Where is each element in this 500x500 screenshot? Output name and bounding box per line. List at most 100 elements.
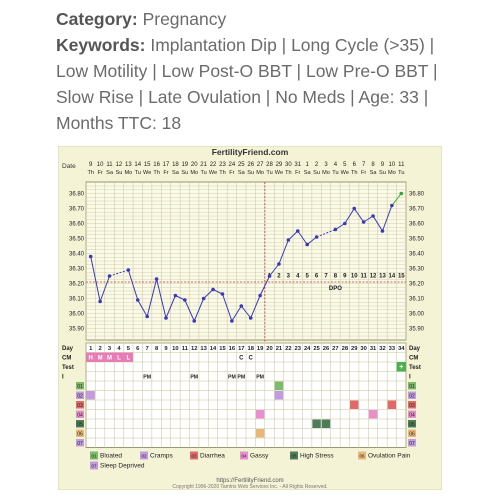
date-number: 20 — [191, 162, 198, 168]
day-number: 30 — [360, 346, 366, 352]
day-number: 12 — [191, 346, 197, 352]
legend-swatch — [290, 451, 298, 460]
temperature-point — [352, 206, 357, 211]
symptom-row-swatch — [76, 439, 84, 447]
date-number: 3 — [324, 162, 328, 168]
temperature-point — [267, 274, 272, 278]
date-number: 18 — [172, 162, 179, 168]
temperature-line-segment — [344, 208, 355, 224]
legend-code: 07 — [91, 464, 97, 469]
temperature-point — [248, 316, 253, 320]
intercourse-mark: PM — [143, 375, 151, 381]
weekday-label: Sa — [370, 170, 378, 176]
symptom-row-swatch-right — [408, 391, 416, 399]
day-number: 20 — [266, 346, 272, 352]
date-number: 9 — [381, 162, 385, 168]
footer-url: https://FertilityFriend.com — [216, 478, 283, 484]
dpo-label: 14 — [389, 273, 396, 279]
date-number: 22 — [210, 162, 217, 168]
date-number: 1 — [306, 162, 310, 168]
symptom-cell — [368, 410, 378, 419]
test-row-label-right: Test — [409, 365, 421, 371]
temperature-point — [333, 227, 338, 232]
date-number: 7 — [362, 162, 366, 168]
symptom-cell — [387, 400, 397, 409]
legend-code: 05 — [291, 454, 297, 459]
symptom-row-code-right: 03 — [409, 403, 415, 409]
temperature-point — [154, 277, 159, 281]
weekday-label: Th — [153, 170, 160, 176]
date-number: 12 — [116, 162, 123, 168]
weekday-label: We — [209, 170, 217, 176]
legend-label: Bloated — [100, 453, 122, 460]
chart-header: Category: Pregnancy Keywords: Implantati… — [56, 6, 456, 136]
y-tick-label-left: 36.40 — [69, 252, 85, 258]
test-mark: + — [399, 364, 403, 371]
cm-row-label-right: CM — [409, 356, 418, 362]
y-tick-label-left: 36.50 — [69, 237, 85, 243]
dpo-label: 8 — [334, 273, 338, 279]
weekday-label: Tu — [266, 170, 272, 176]
keywords-value: Implantation Dip | Long Cycle (>35) | Lo… — [56, 35, 438, 133]
temperature-point — [343, 221, 347, 226]
legend-label: Ovulation Pain — [368, 453, 411, 460]
legend-swatch — [140, 451, 148, 460]
temperature-line-segment — [231, 305, 242, 322]
temperature-point — [258, 293, 262, 298]
symptom-row-code: 07 — [77, 441, 83, 447]
y-tick-label-right: 36.70 — [409, 207, 425, 213]
symptom-cell — [312, 419, 321, 428]
y-tick-label-right: 36.50 — [409, 237, 425, 243]
y-tick-label-left: 36.00 — [69, 312, 85, 318]
weekday-label: Mo — [124, 170, 132, 176]
weekday-label: We — [341, 170, 349, 176]
weekday-label: We — [143, 170, 151, 176]
y-tick-label-right: 35.90 — [409, 327, 425, 333]
cm-value: H — [89, 356, 93, 362]
weekday-label: Tu — [398, 170, 404, 176]
temperature-line-segment — [184, 299, 195, 322]
symptom-row-code: 02 — [77, 394, 83, 400]
dpo-label: 10 — [351, 273, 358, 279]
day-number: 29 — [351, 346, 358, 352]
temperature-point — [135, 298, 140, 302]
temperature-point — [230, 319, 234, 323]
intercourse-mark: PM — [256, 375, 264, 381]
temperature-line-segment — [382, 205, 393, 232]
symptom-row-swatch — [76, 401, 84, 409]
day-number: 14 — [210, 346, 217, 352]
temperature-point — [399, 191, 404, 196]
legend-swatch — [90, 451, 98, 460]
keywords-label: Keywords: — [56, 35, 146, 55]
symptom-row-code-right: 05 — [409, 422, 415, 428]
symptom-row-swatch — [76, 391, 84, 399]
category-label: Category: — [56, 9, 138, 29]
temperature-point — [390, 203, 394, 208]
symptom-row-code-right: 04 — [409, 413, 415, 419]
symptom-cell — [321, 419, 331, 428]
weekday-label: Tu — [332, 170, 338, 176]
y-tick-label-right: 36.10 — [409, 297, 425, 303]
temperature-point — [361, 220, 366, 224]
date-number: 16 — [153, 162, 160, 168]
day-row-label: Day — [62, 346, 74, 352]
date-number: 5 — [343, 162, 347, 168]
weekday-label: Fr — [361, 170, 366, 176]
day-number: 13 — [200, 346, 207, 352]
test-row-label: Test — [62, 365, 74, 371]
temperature-point — [211, 287, 215, 292]
temperature-line-segment — [391, 193, 402, 206]
dpo-label: 6 — [315, 273, 319, 279]
date-number: 24 — [229, 162, 236, 168]
weekday-label: Sa — [172, 170, 180, 176]
day-number: 2 — [99, 346, 102, 352]
day-number: 10 — [172, 346, 178, 352]
day-number: 23 — [295, 346, 302, 352]
day-number: 16 — [229, 346, 236, 352]
date-number: 21 — [200, 162, 207, 168]
weekday-label: Fr — [97, 170, 102, 176]
temperature-line-segment — [165, 295, 176, 319]
legend-swatch — [358, 451, 366, 460]
temperature-line-segment — [240, 305, 252, 319]
